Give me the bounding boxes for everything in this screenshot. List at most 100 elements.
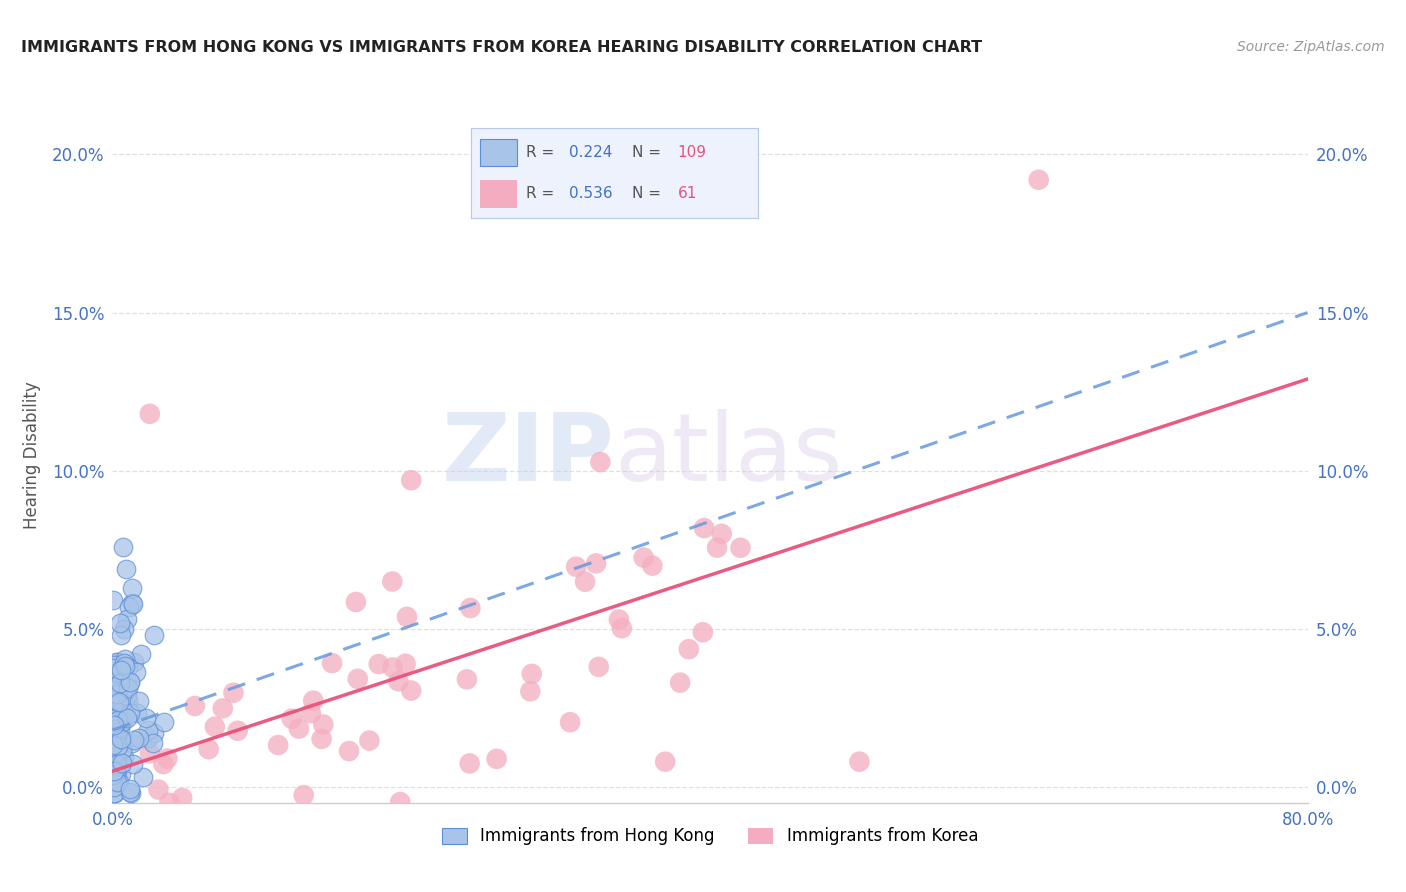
Point: [105, 766, 128, 780]
Point: [105, 730, 128, 744]
Point: [107, 713, 129, 727]
Point: [103, 735, 125, 749]
Point: [344, 595, 367, 609]
Point: [122, 655, 145, 669]
Point: [610, 621, 633, 635]
Point: [112, 750, 135, 764]
Point: [588, 660, 610, 674]
Point: [585, 557, 607, 571]
Point: [401, 473, 423, 487]
Point: [311, 731, 333, 746]
Point: [115, 689, 138, 703]
Point: [103, 657, 125, 672]
Text: IMMIGRANTS FROM HONG KONG VS IMMIGRANTS FROM KOREA HEARING DISABILITY CORRELATIO: IMMIGRANTS FROM HONG KONG VS IMMIGRANTS …: [21, 40, 983, 55]
Point: [346, 672, 368, 686]
Point: [112, 665, 135, 679]
Point: [120, 675, 142, 690]
Point: [118, 599, 141, 614]
Point: [399, 683, 422, 698]
Text: ZIP: ZIP: [441, 409, 614, 501]
Point: [103, 710, 125, 724]
Point: [153, 714, 176, 729]
Point: [565, 559, 588, 574]
Point: [730, 541, 752, 555]
Point: [120, 675, 142, 690]
Point: [117, 660, 139, 674]
Point: [226, 723, 249, 738]
Point: [105, 757, 128, 772]
Point: [117, 612, 139, 626]
Point: [105, 740, 128, 755]
Point: [121, 581, 143, 595]
Point: [394, 657, 416, 671]
Point: [110, 716, 132, 731]
Point: [111, 540, 134, 554]
Point: [172, 791, 194, 805]
Point: [458, 756, 481, 771]
Point: [558, 715, 581, 730]
Point: [108, 722, 131, 736]
Point: [337, 744, 360, 758]
Point: [112, 709, 135, 723]
Point: [104, 765, 127, 780]
Point: [103, 697, 125, 711]
Point: [848, 755, 870, 769]
Point: [485, 752, 508, 766]
Point: [104, 722, 127, 736]
Point: [132, 771, 155, 785]
Point: [139, 407, 162, 421]
Point: [267, 738, 290, 752]
Point: [105, 655, 128, 669]
Point: [519, 684, 541, 698]
Point: [128, 694, 150, 708]
Point: [103, 693, 125, 707]
Point: [117, 694, 139, 708]
Point: [112, 714, 135, 729]
Point: [381, 660, 404, 674]
Point: [321, 656, 343, 670]
Point: [114, 652, 136, 666]
Point: [120, 786, 142, 800]
Point: [136, 723, 159, 737]
Point: [104, 786, 127, 800]
Text: atlas: atlas: [614, 409, 842, 501]
Point: [115, 686, 138, 700]
Point: [105, 687, 128, 701]
Point: [110, 733, 132, 747]
Point: [105, 764, 128, 778]
Point: [112, 689, 135, 703]
Point: [112, 734, 135, 748]
Point: [105, 775, 128, 789]
Text: Source: ZipAtlas.com: Source: ZipAtlas.com: [1237, 40, 1385, 54]
Point: [108, 775, 131, 789]
Point: [104, 772, 127, 787]
Point: [104, 706, 127, 720]
Point: [121, 757, 143, 772]
Point: [281, 712, 304, 726]
Point: [654, 755, 676, 769]
Point: [108, 695, 131, 709]
Point: [103, 723, 125, 737]
Point: [114, 658, 136, 673]
Point: [111, 756, 134, 771]
Point: [112, 656, 135, 670]
Point: [103, 593, 125, 607]
Point: [128, 731, 150, 745]
Point: [678, 642, 700, 657]
Point: [108, 615, 131, 630]
Point: [115, 562, 138, 576]
Point: [381, 574, 404, 589]
Point: [103, 738, 125, 752]
Point: [288, 722, 311, 736]
Point: [105, 764, 128, 778]
Point: [152, 757, 174, 772]
Point: [122, 732, 145, 747]
Point: [103, 743, 125, 757]
Point: [204, 720, 226, 734]
Point: [105, 672, 128, 686]
Point: [669, 675, 692, 690]
Point: [114, 622, 135, 636]
Point: [104, 678, 127, 692]
Point: [156, 751, 179, 765]
Point: [693, 521, 716, 535]
